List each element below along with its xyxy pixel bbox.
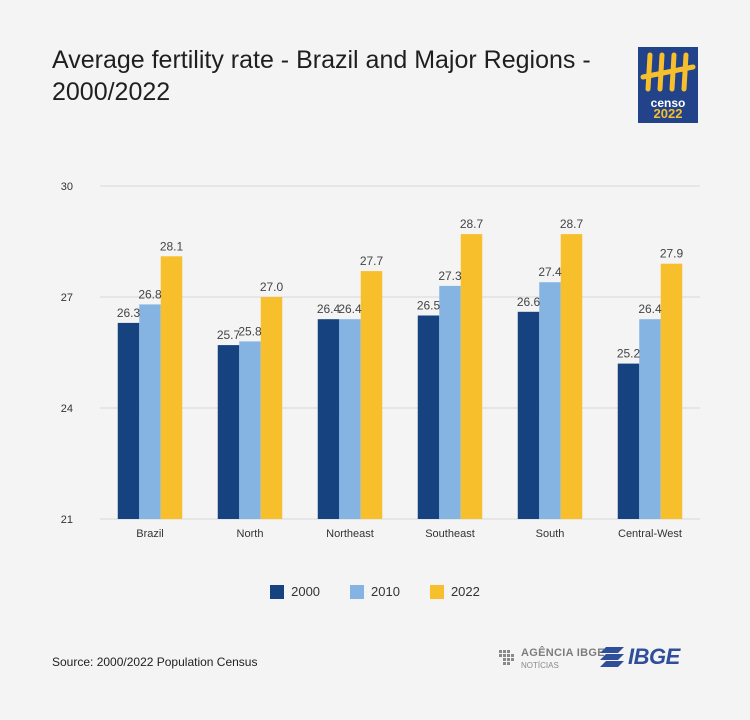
legend-swatch — [350, 584, 365, 599]
x-tick-label: North — [237, 528, 264, 540]
bar-2000-south — [517, 311, 540, 519]
data-label: 28.7 — [560, 217, 584, 231]
bar-2010-brazil — [139, 304, 161, 519]
source-note: Source: 2000/2022 Population Census — [52, 655, 258, 669]
data-label: 27.3 — [438, 269, 462, 283]
legend-item-2010: 2010 — [350, 584, 400, 599]
y-tick-label: 21 — [61, 514, 73, 526]
bar-2010-north — [239, 341, 261, 519]
y-tick-label: 24 — [61, 403, 73, 415]
legend-label: 2000 — [291, 584, 321, 599]
data-label: 25.2 — [617, 347, 641, 361]
bar-2022-north — [260, 297, 283, 519]
data-label: 26.8 — [138, 287, 162, 301]
x-tick-label: Central-West — [618, 528, 682, 540]
ibge-mark-icon — [600, 647, 624, 667]
x-tick-label: South — [536, 528, 565, 540]
data-label: 27.4 — [538, 265, 562, 279]
data-label: 27.7 — [360, 254, 384, 268]
bar-2010-northeast — [339, 319, 361, 519]
data-label: 26.3 — [117, 306, 141, 320]
ibge-wordmark: IBGE — [628, 644, 680, 669]
bar-2022-south — [560, 234, 583, 519]
bar-2022-brazil — [160, 256, 183, 519]
bar-2000-central-west — [617, 363, 640, 519]
bar-2010-central-west — [639, 319, 661, 519]
bar-2000-north — [217, 345, 240, 519]
bar-2000-brazil — [117, 322, 140, 519]
x-tick-label: Northeast — [326, 528, 374, 540]
legend: 2000 2010 2022 — [0, 584, 750, 599]
legend-label: 2022 — [450, 584, 480, 599]
data-label: 26.5 — [417, 299, 441, 313]
bar-2000-southeast — [417, 315, 440, 519]
y-tick-label: 30 — [61, 181, 73, 193]
data-label: 26.6 — [517, 295, 541, 309]
bar-2022-northeast — [360, 271, 383, 519]
legend-item-2022: 2022 — [429, 584, 480, 599]
legend-swatch — [429, 584, 444, 599]
bar-2010-southeast — [439, 285, 461, 519]
data-label: 27.9 — [660, 247, 684, 261]
ibge-logo: IBGE — [600, 643, 700, 673]
data-label: 25.8 — [238, 324, 262, 338]
agencia-title: AGÊNCIA IBGE — [521, 647, 605, 659]
legend-label: 2010 — [371, 584, 400, 599]
bar-2000-northeast — [317, 319, 340, 519]
legend-item-2000: 2000 — [270, 584, 320, 599]
y-tick-label: 27 — [61, 292, 73, 304]
data-label: 26.4 — [638, 302, 662, 316]
data-label: 26.4 — [338, 302, 362, 316]
censo-label: censo — [650, 96, 686, 110]
data-label: 28.1 — [160, 239, 184, 253]
x-tick-label: Brazil — [136, 528, 164, 540]
bar-chart: 21 24 27 30 26.3 26.8 28.1 Brazil 25.725.8 27.0 No… — [61, 181, 700, 540]
legend-swatch — [270, 584, 285, 599]
x-tick-label: Southeast — [425, 528, 475, 540]
censo-2022-logo: censo 2022 — [638, 47, 698, 123]
agencia-subtitle: NOTÍCIAS — [521, 661, 559, 670]
data-label: 27.0 — [260, 280, 284, 294]
chart-title: Average fertility rate - Brazil and Majo… — [52, 46, 591, 106]
bar-2022-southeast — [460, 234, 483, 519]
censo-year: 2022 — [653, 106, 683, 121]
data-label: 25.7 — [217, 328, 241, 342]
bar-2022-central-west — [660, 263, 683, 519]
data-label: 26.4 — [317, 302, 341, 316]
bar-2010-south — [539, 282, 561, 519]
tally-marks-icon — [640, 52, 696, 92]
data-label: 28.7 — [460, 217, 484, 231]
brazil-map-icon — [499, 650, 514, 665]
